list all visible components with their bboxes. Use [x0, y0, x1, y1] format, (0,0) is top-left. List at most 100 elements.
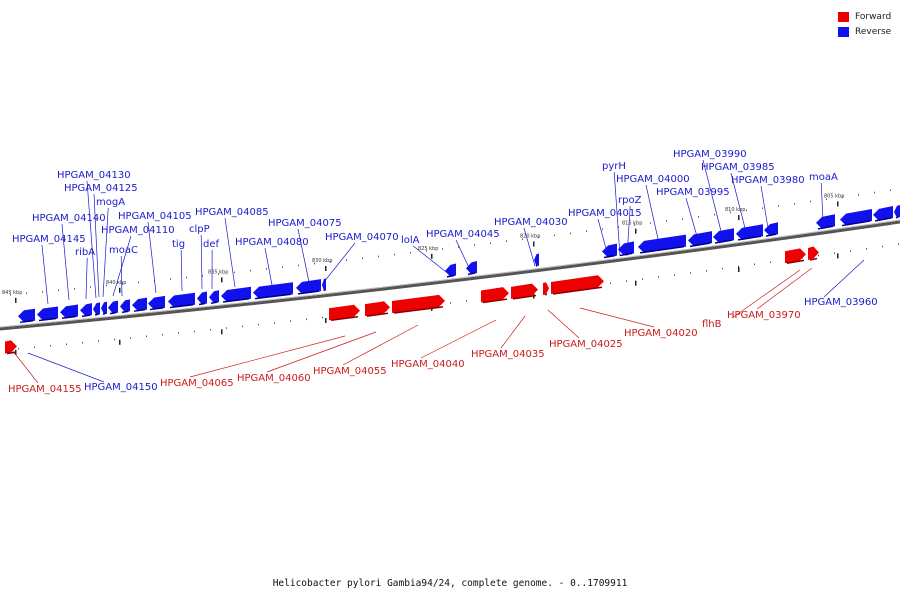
kbp-label: 805 kbp: [824, 193, 844, 199]
reverse-gene-arrow: [60, 304, 78, 319]
gene-label-moaA: moaA: [809, 172, 838, 183]
reverse-gene-arrow-shadow: [639, 245, 685, 254]
reverse-gene-arrow: [764, 222, 778, 237]
reverse-gene-arrow: [816, 214, 835, 229]
reverse-gene-arrow: [688, 231, 712, 247]
reverse-gene-arrow: [322, 278, 326, 292]
tick-dot: [874, 191, 875, 194]
label-leader-line: [85, 257, 88, 300]
label-leaders: [11, 159, 865, 384]
reverse-gene-arrow: [713, 228, 734, 244]
gene-label-mogA: mogA: [96, 197, 125, 208]
reverse-gene-arrow-shadow: [121, 310, 129, 314]
kbp-tick: [15, 349, 17, 355]
tick-dot: [378, 255, 379, 258]
tick-dot: [314, 262, 315, 265]
tick-dot: [834, 252, 835, 255]
reverse-gene-arrow: [108, 300, 118, 314]
forward-gene-arrow-shadow: [809, 257, 818, 261]
reverse-gene-arrow-shadow: [19, 319, 34, 324]
label-leader-line: [730, 172, 747, 233]
tick-dot: [818, 254, 819, 257]
tick-dot: [162, 333, 163, 336]
reverse-gene-arrow: [602, 243, 617, 258]
tick-dot: [738, 265, 739, 268]
tick-dot: [98, 340, 99, 342]
tick-dot: [218, 273, 219, 275]
reverse-gene-arrow-shadow: [841, 220, 871, 227]
legend-item-reverse: Reverse: [838, 24, 891, 39]
gene-label-HPGAM_04105: HPGAM_04105: [118, 211, 192, 222]
tick-dot: [682, 218, 683, 220]
tick-dot: [74, 287, 75, 290]
tick-dot: [570, 232, 571, 235]
gene-label-HPGAM_04030: HPGAM_04030: [494, 217, 568, 228]
reverse-gene-arrow-shadow: [210, 301, 218, 304]
tick-dot: [490, 242, 491, 244]
reverse-gene-arrow: [18, 308, 35, 323]
reverse-gene-arrow: [296, 279, 321, 294]
forward-gene-arrow-shadow: [552, 286, 603, 295]
reverse-gene-arrow-shadow: [874, 217, 892, 222]
gene-label-HPGAM_03970: HPGAM_03970: [727, 310, 801, 321]
tick-dot: [170, 278, 171, 280]
tick-dot: [178, 332, 179, 334]
label-leader-line: [645, 184, 661, 249]
reverse-gene-arrow: [168, 292, 195, 308]
reverse-gene-arrow: [132, 297, 147, 312]
tick-dot: [346, 259, 347, 261]
gene-label-HPGAM_04060: HPGAM_04060: [237, 373, 311, 384]
legend: Forward Reverse: [838, 9, 891, 39]
tick-dot: [82, 341, 83, 344]
tick-dot: [642, 278, 643, 280]
reverse-gene-arrow-shadow: [149, 307, 164, 311]
tick-dot: [34, 346, 35, 349]
legend-swatch-reverse: [838, 26, 849, 37]
tick-dot: [10, 294, 11, 296]
label-leader-line: [200, 234, 203, 290]
reverse-gene-arrow-shadow: [714, 239, 733, 244]
tick-dot: [410, 251, 411, 254]
label-leader-line: [41, 244, 49, 305]
tick-dot: [650, 222, 651, 224]
reverse-gene-arrow-shadow: [297, 290, 320, 295]
label-leader-line: [27, 352, 105, 383]
reverse-gene-arrow-shadow: [222, 298, 250, 303]
forward-gene-arrow: [329, 304, 360, 321]
tick-dot: [898, 243, 899, 245]
forward-gene-arrow-shadow: [6, 351, 16, 355]
tick-dot: [698, 216, 699, 218]
kbp-tick: [325, 318, 327, 324]
tick-dot: [18, 348, 19, 350]
forward-gene-arrow: [481, 287, 509, 303]
tick-dot: [474, 244, 475, 246]
label-leader-line: [102, 207, 109, 298]
tick-dot: [538, 236, 539, 239]
reverse-gene-arrow-shadow: [109, 311, 117, 315]
kbp-tick: [119, 287, 121, 293]
tick-dot: [306, 318, 307, 321]
gene-label-pyrH: pyrH: [602, 161, 626, 172]
reverse-gene-arrow-shadow: [198, 302, 206, 306]
tick-dot: [602, 228, 603, 231]
kbp-tick: [635, 228, 637, 234]
gene-label-HPGAM_04155: HPGAM_04155: [8, 384, 82, 395]
gene-label-tig: tig: [172, 239, 185, 250]
gene-label-HPGAM_04025: HPGAM_04025: [549, 339, 623, 350]
reverse-gene-arrow: [120, 299, 130, 313]
gene-label-HPGAM_04075: HPGAM_04075: [268, 218, 342, 229]
tick-dot: [762, 207, 763, 209]
kbp-label: 810 kbp: [725, 207, 745, 213]
label-leader-line: [112, 235, 132, 297]
tick-dot: [778, 205, 779, 207]
tick-dot: [634, 224, 635, 226]
forward-gene-arrow-shadow: [393, 306, 444, 314]
reverse-gene-arrow: [445, 263, 456, 277]
tick-dot: [706, 270, 707, 272]
gene-label-flhB: flhB: [702, 319, 722, 330]
tick-dot: [866, 248, 867, 250]
kbp-label: 840 kbp: [106, 280, 126, 286]
tick-dot: [554, 234, 555, 237]
reverse-gene-arrow-shadow: [254, 293, 292, 300]
forward-gene-arrow-shadow: [330, 315, 359, 321]
